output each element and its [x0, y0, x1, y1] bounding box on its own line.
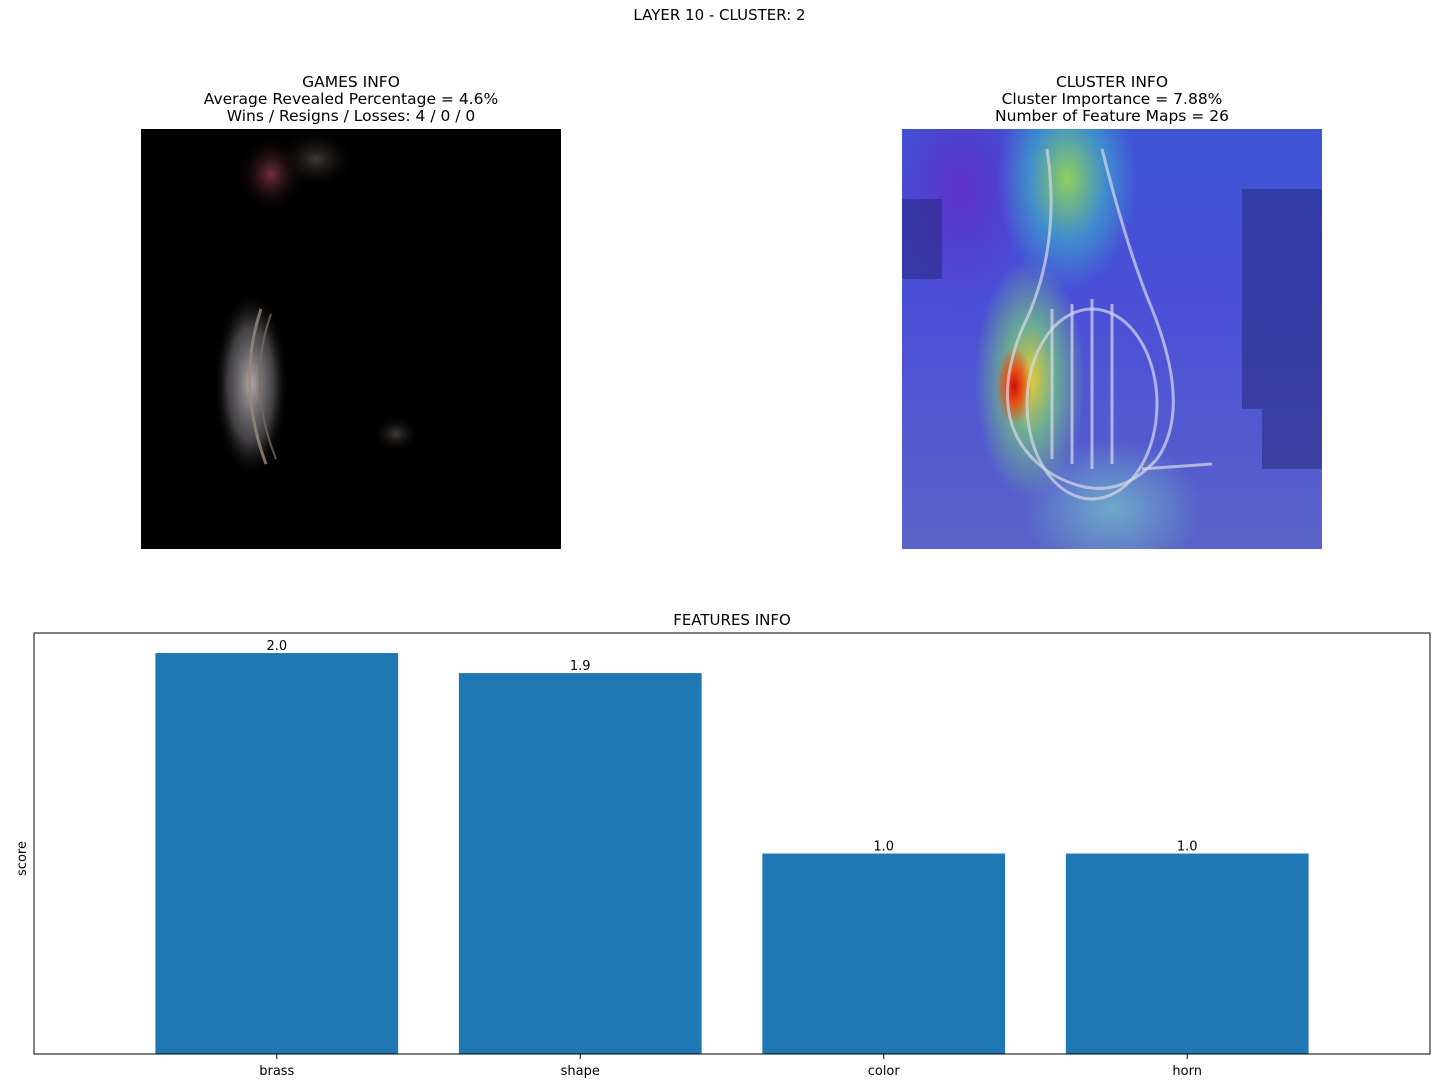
cluster-info-title: CLUSTER INFO [1055, 73, 1169, 91]
revealed-image [141, 129, 561, 549]
bar-color [762, 853, 1006, 1054]
bar-value-label-brass: 2.0 [266, 639, 287, 654]
cluster-info-feature-maps: Number of Feature Maps = 26 [995, 107, 1229, 125]
x-tick-label-brass: brass [259, 1064, 294, 1079]
bar-value-label-color: 1.0 [873, 840, 894, 855]
x-tick-label-shape: shape [561, 1064, 600, 1079]
plot-frame [33, 632, 1431, 1055]
games-info-revealed: Average Revealed Percentage = 4.6% [203, 90, 499, 108]
heatmap-image [902, 129, 1322, 549]
figure-title: LAYER 10 - CLUSTER: 2 [633, 6, 806, 24]
bar-value-label-horn: 1.0 [1177, 840, 1198, 855]
revealed-image-art [213, 129, 421, 479]
x-tick-label-color: color [868, 1064, 901, 1079]
cluster-info-title-block: CLUSTER INFO Cluster Importance = 7.88% … [902, 74, 1322, 125]
bar-brass [155, 653, 399, 1054]
chart-title: FEATURES INFO [673, 611, 791, 629]
games-info-record: Wins / Resigns / Losses: 4 / 0 / 0 [226, 107, 476, 125]
bar-shape [458, 673, 702, 1054]
bar-horn [1065, 853, 1309, 1054]
x-tick-label-horn: horn [1172, 1064, 1202, 1079]
games-info-title: GAMES INFO [302, 73, 400, 91]
cluster-info-importance: Cluster Importance = 7.88% [1001, 90, 1223, 108]
games-info-title-block: GAMES INFO Average Revealed Percentage =… [141, 74, 561, 125]
heatmap-overlay-art [902, 148, 1322, 501]
bar-value-label-shape: 1.9 [570, 659, 591, 674]
